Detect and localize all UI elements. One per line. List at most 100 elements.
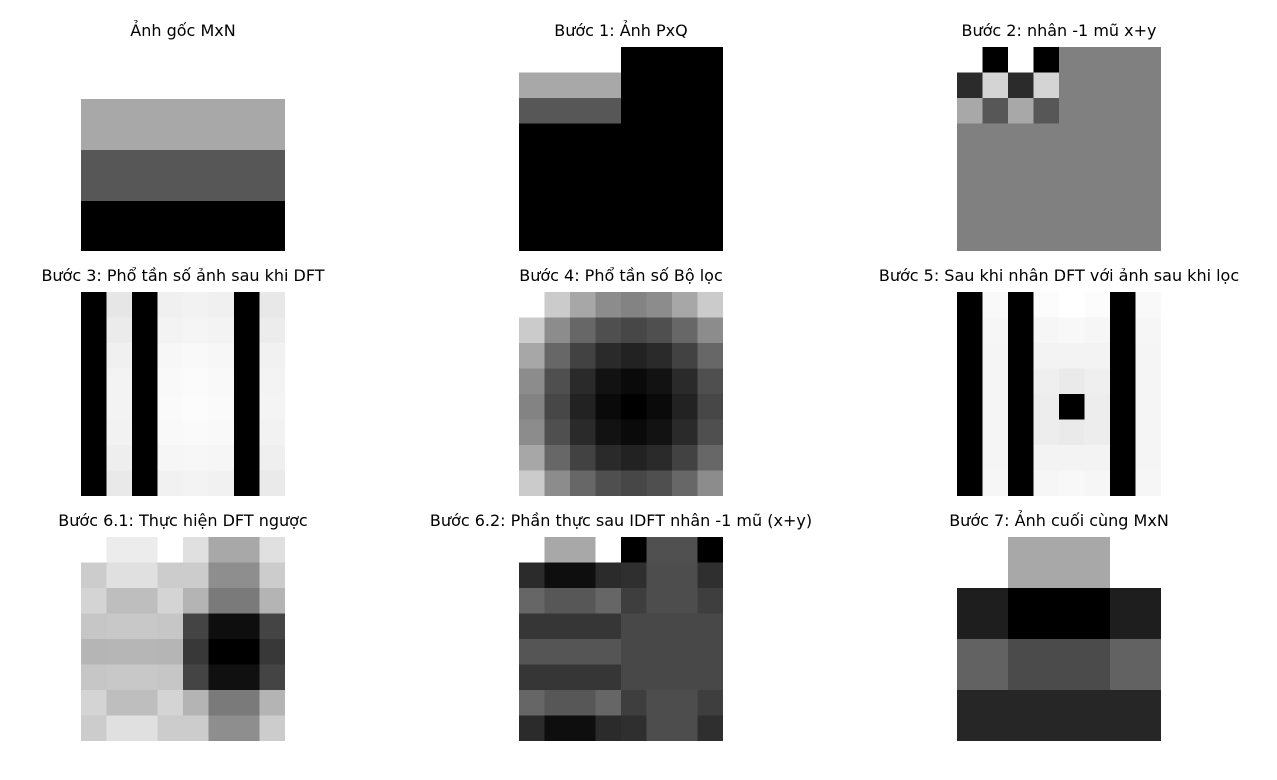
pixel-cell [957,149,984,176]
pixel-cell [183,150,235,202]
pixel-cell [544,98,571,125]
pixel-cell [982,149,1009,176]
pixel-cell [646,368,673,395]
pixel-cell [544,613,571,640]
pixel-cell [544,292,571,319]
pixel-cell [621,690,648,717]
pixel-cell [1084,419,1111,446]
pixel-cell [595,200,622,227]
panel-title: Bước 4: Phổ tần số Bộ lọc [519,266,723,285]
pixel-cell [259,445,285,472]
pixel-cell [646,537,673,564]
pixel-cell [646,613,673,640]
pixel-cell [1084,292,1111,319]
pixel-cell [957,200,984,227]
pixel-cell [1084,368,1111,395]
pixel-cell [672,419,699,446]
pixel-cell [234,201,285,251]
pixel-cell [1084,394,1111,421]
pixel-cell [982,200,1009,227]
pixel-cell [957,470,984,496]
pixel-cell [570,664,597,691]
pixel-cell [1110,292,1137,319]
pixel-cell [132,588,159,615]
pixel-cell [595,343,622,370]
pixel-cell [106,588,133,615]
pixel-cell [1033,72,1060,99]
pixel-cell [1008,174,1035,201]
pixel-cell [595,690,622,717]
pixel-cell [1059,200,1086,227]
pixel-cell [234,562,261,589]
pixel-cell [646,174,673,201]
pixel-cell [1084,225,1111,251]
pixel-cell [646,47,673,74]
pixel-cell [519,562,546,589]
pixel-cell [1033,419,1060,446]
pixel-cell [646,225,673,251]
pixel-cell [519,368,546,395]
pixel-cell [132,368,159,395]
pixel-cell [982,225,1009,251]
pixel-cell [234,537,261,564]
pixel-cell [544,149,571,176]
pixel-cell [672,225,699,251]
pixel-cell [519,200,546,227]
pixel-cell [81,343,108,370]
panel-step6-2-real-part: Bước 6.2: Phần thực sau IDFT nhân -1 mũ … [430,511,812,741]
pixel-cell [982,343,1009,370]
pixel-cell [157,292,184,319]
pixel-cell [259,588,285,615]
pixel-grid [957,47,1161,251]
pixel-cell [672,562,699,589]
pixel-cell [157,664,184,691]
pixel-cell [234,419,261,446]
pixel-cell [570,317,597,344]
pixel-cell [570,292,597,319]
pixel-cell [982,292,1009,319]
pixel-cell [595,368,622,395]
pixel-cell [132,715,159,741]
pixel-cell [183,419,210,446]
pixel-cell [81,664,108,691]
panel-step1-padded-image: Bước 1: Ảnh PxQ [519,21,723,251]
pixel-cell [1110,72,1137,99]
pixel-cell [81,470,108,496]
pixel-cell [81,562,108,589]
pixel-cell [81,99,133,151]
pixel-cell [1135,225,1161,251]
pixel-cell [621,394,648,421]
pixel-cell [519,445,546,472]
pixel-cell [157,470,184,496]
pixel-cell [697,588,723,615]
pixel-cell [208,445,235,472]
panel-title: Bước 3: Phổ tần số ảnh sau khi DFT [41,266,325,285]
pixel-cell [1033,149,1060,176]
pixel-cell [1033,47,1060,74]
pixel-cell [1059,470,1086,496]
pixel-cell [544,690,571,717]
pixel-cell [132,419,159,446]
pixel-cell [957,292,984,319]
pixel-cell [132,562,159,589]
pixel-cell [697,664,723,691]
pixel-cell [132,639,159,666]
pixel-cell [1059,343,1086,370]
pixel-cell [519,664,546,691]
pixel-cell [1033,98,1060,125]
pixel-cell [183,368,210,395]
pixel-cell [646,419,673,446]
pixel-cell [1008,394,1035,421]
pixel-cell [621,470,648,496]
panel-step3-image-spectrum: Bước 3: Phổ tần số ảnh sau khi DFT [41,266,325,496]
pixel-cell [1110,470,1137,496]
pixel-cell [519,419,546,446]
pixel-cell [595,664,622,691]
pixel-cell [1135,47,1161,74]
pixel-cell [1135,72,1161,99]
pixel-cell [259,343,285,370]
pixel-cell [1008,317,1035,344]
pixel-cell [570,200,597,227]
pixel-cell [672,639,699,666]
pixel-cell [519,639,546,666]
